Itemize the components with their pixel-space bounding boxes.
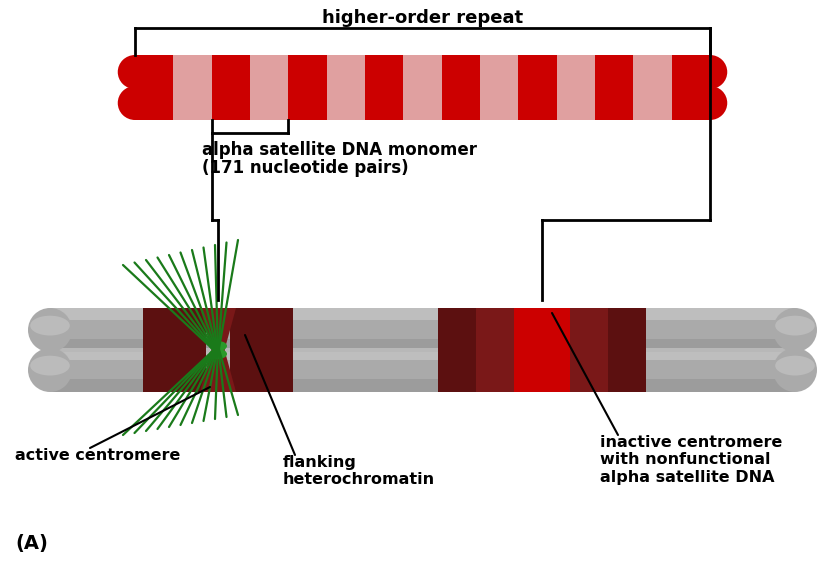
Bar xyxy=(519,55,556,89)
Bar xyxy=(595,55,634,89)
Bar xyxy=(250,86,288,120)
Bar xyxy=(608,308,646,352)
Bar xyxy=(230,308,293,352)
Bar xyxy=(480,86,519,120)
Ellipse shape xyxy=(30,316,70,336)
Bar xyxy=(672,86,710,120)
Text: higher-order repeat: higher-order repeat xyxy=(322,9,523,27)
Polygon shape xyxy=(200,348,236,392)
Bar xyxy=(403,86,442,120)
Bar xyxy=(438,308,476,352)
Bar xyxy=(672,55,710,89)
Bar xyxy=(365,55,403,89)
Ellipse shape xyxy=(28,308,72,352)
Bar xyxy=(519,86,556,120)
Ellipse shape xyxy=(775,356,815,375)
Bar xyxy=(250,55,288,89)
Bar xyxy=(50,308,795,352)
Bar xyxy=(212,86,250,120)
Bar xyxy=(570,308,608,352)
Bar xyxy=(403,55,442,89)
Ellipse shape xyxy=(693,55,727,89)
Bar xyxy=(143,348,206,392)
Bar xyxy=(50,308,795,320)
Bar xyxy=(476,348,514,392)
Ellipse shape xyxy=(209,349,227,359)
Bar xyxy=(50,348,795,360)
Bar xyxy=(442,86,480,120)
Bar xyxy=(288,55,327,89)
Bar xyxy=(476,308,514,352)
Text: flanking
heterochromatin: flanking heterochromatin xyxy=(283,455,435,487)
Polygon shape xyxy=(200,308,236,352)
Bar xyxy=(556,55,595,89)
Bar xyxy=(143,308,206,352)
Ellipse shape xyxy=(775,316,815,336)
Bar xyxy=(365,86,403,120)
Text: active centromere: active centromere xyxy=(15,448,180,463)
Ellipse shape xyxy=(693,86,727,120)
Bar xyxy=(50,348,795,392)
Ellipse shape xyxy=(773,308,817,352)
Bar xyxy=(327,55,365,89)
Bar xyxy=(50,379,795,392)
Bar xyxy=(514,308,570,392)
Bar xyxy=(570,348,608,392)
Bar xyxy=(327,86,365,120)
Bar xyxy=(212,55,250,89)
Ellipse shape xyxy=(118,55,153,89)
Text: (171 nucleotide pairs): (171 nucleotide pairs) xyxy=(202,159,408,177)
Ellipse shape xyxy=(209,341,227,351)
Ellipse shape xyxy=(773,348,817,392)
Bar xyxy=(173,55,212,89)
Text: inactive centromere
with nonfunctional
alpha satellite DNA: inactive centromere with nonfunctional a… xyxy=(600,435,783,485)
Bar xyxy=(438,348,476,392)
Ellipse shape xyxy=(28,348,72,392)
Text: (A): (A) xyxy=(15,534,48,553)
Bar xyxy=(173,86,212,120)
Bar xyxy=(135,55,173,89)
Bar xyxy=(288,86,327,120)
Bar xyxy=(608,348,646,392)
Bar xyxy=(480,55,519,89)
Ellipse shape xyxy=(118,86,153,120)
Bar xyxy=(230,348,293,392)
Ellipse shape xyxy=(30,356,70,375)
Bar xyxy=(634,55,672,89)
Bar xyxy=(556,86,595,120)
Bar xyxy=(442,55,480,89)
Text: alpha satellite DNA monomer: alpha satellite DNA monomer xyxy=(202,141,477,159)
Bar xyxy=(50,339,795,352)
Bar xyxy=(634,86,672,120)
Bar xyxy=(595,86,634,120)
Bar xyxy=(135,86,173,120)
Bar xyxy=(212,348,224,352)
